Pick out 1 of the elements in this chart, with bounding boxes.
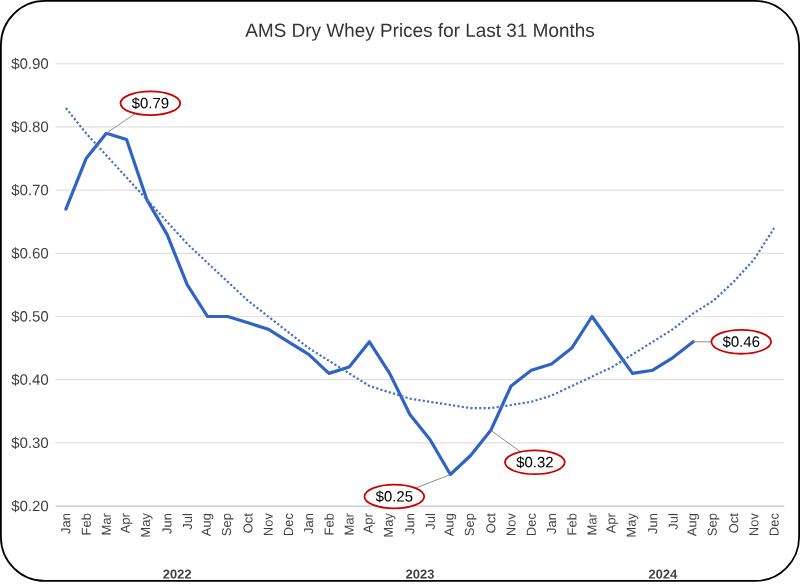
chart-title: AMS Dry Whey Prices for Last 31 Months <box>245 23 595 42</box>
